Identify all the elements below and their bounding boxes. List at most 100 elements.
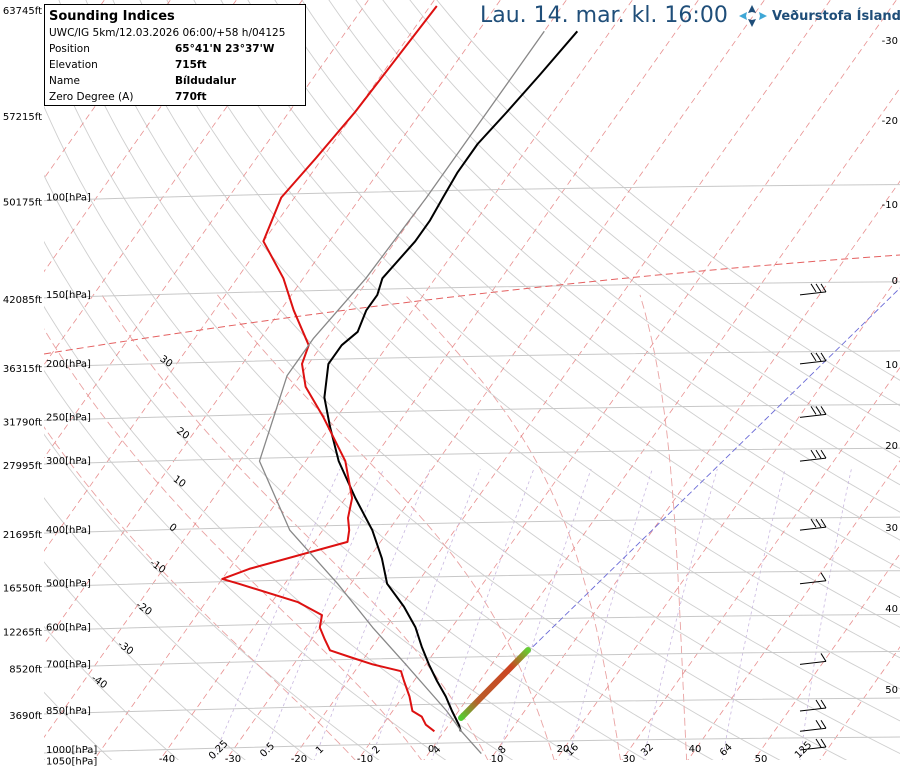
wind-barb-feather — [810, 406, 817, 415]
dry-adiabat-line — [328, 0, 900, 486]
height-label: 50175ft — [3, 198, 42, 209]
temperature-tick-label: -20 — [291, 754, 307, 765]
wind-barb-shaft — [799, 660, 827, 665]
pressure-label: 700[hPa] — [46, 659, 91, 670]
isobar-line — [44, 447, 900, 465]
sounding-info-panel: Sounding Indices UWC/IG 5km/12.03.2026 0… — [44, 4, 306, 106]
wind-barb-shaft — [799, 291, 827, 296]
height-label: 21695ft — [3, 530, 42, 541]
wind-barb-feather — [815, 699, 822, 709]
isotherm-line — [159, 0, 699, 760]
wind-barb — [799, 653, 827, 665]
info-key: Position — [49, 43, 90, 55]
isotherm-line — [44, 0, 303, 366]
dry-adiabat-line — [44, 625, 180, 760]
isobar-line — [44, 516, 900, 534]
pressure-label: 150[hPa] — [46, 290, 91, 301]
temperature-tick-label: -40 — [159, 754, 175, 765]
pressure-label: 500[hPa] — [46, 579, 91, 590]
wind-barb-shaft — [799, 413, 827, 418]
isotherm-line — [93, 0, 633, 760]
mixing-ratio-label: 64 — [718, 742, 735, 759]
wind-barb-feather — [820, 699, 827, 709]
pressure-label: 300[hPa] — [46, 456, 91, 467]
wind-barb-feather — [820, 572, 827, 581]
info-value: 770ft — [175, 91, 207, 103]
info-title: Sounding Indices — [49, 9, 175, 24]
wind-barb-feather — [815, 738, 822, 748]
temperature-tick-label: 30 — [623, 754, 636, 765]
mixing-ratio-label: 32 — [639, 742, 656, 759]
mixing-ratio-line — [721, 468, 786, 760]
wind-barb — [799, 720, 827, 732]
dry-adiabat-label: 20 — [174, 426, 191, 442]
temperature-tick-label: 50 — [755, 754, 768, 765]
height-label: 8520ft — [9, 664, 42, 675]
wind-barb — [799, 406, 827, 418]
info-row-elevation: Elevation 715ft — [49, 57, 301, 73]
dry-adiabat-line — [44, 305, 514, 760]
wind-barb-feather — [820, 518, 827, 528]
isobar-line — [44, 403, 900, 421]
wind-barb-feather — [815, 449, 822, 459]
wind-barb-feather — [820, 283, 827, 293]
isotherm-line — [44, 0, 237, 273]
info-value: 65°41'N 23°37'W — [175, 43, 275, 55]
pressure-label: 200[hPa] — [46, 359, 91, 370]
dry-adiabat-label: 30 — [158, 354, 175, 370]
temperature-tick-label: -10 — [357, 754, 373, 765]
isobar-line — [44, 184, 900, 202]
right-axis-label: -10 — [882, 200, 898, 211]
dry-adiabat-line — [44, 105, 714, 760]
dry-adiabat-line — [44, 369, 447, 760]
mixing-ratio-line — [211, 468, 341, 760]
height-label: 57215ft — [3, 112, 42, 123]
dewpoint-profile-line — [221, 5, 438, 733]
brand-name: Veðurstofa Íslands — [772, 8, 900, 24]
parcel-profile-line — [258, 30, 545, 755]
isobars — [44, 184, 900, 754]
dry-adiabat-line — [139, 0, 900, 690]
info-value: Bíldudalur — [175, 75, 237, 87]
right-axis-label: 20 — [885, 441, 898, 452]
dry-adiabat-line — [44, 240, 580, 760]
dry-adiabat-line — [44, 433, 380, 760]
info-subtitle: UWC/IG 5km/12.03.2026 06:00/+58 h/04125 — [49, 27, 286, 39]
isotherm-line — [44, 0, 501, 645]
mixing-ratio-label: 0.5 — [258, 741, 277, 760]
sounding-series — [221, 5, 579, 755]
isobar-line — [44, 350, 900, 368]
dry-adiabat-line — [355, 0, 900, 459]
right-axis-label: 50 — [885, 685, 898, 696]
dry-adiabat-line — [220, 0, 900, 599]
wind-barb-feather — [810, 449, 817, 459]
height-label: 3690ft — [9, 711, 42, 722]
moist-adiabats — [44, 294, 688, 760]
brand-logo[interactable]: Veðurstofa Íslands — [738, 4, 900, 28]
instability-segment — [458, 647, 531, 721]
right-axis-label: -20 — [882, 116, 898, 127]
info-key: Name — [49, 75, 80, 87]
height-label: 12265ft — [3, 627, 42, 638]
info-row-name: Name Bíldudalur — [49, 73, 301, 89]
wind-barb — [799, 283, 827, 296]
info-row-zero-degree: Zero Degree (A) 770ft — [49, 89, 301, 105]
wind-barb-feather — [810, 518, 817, 528]
wind-barb-feather — [820, 720, 827, 729]
dry-adiabat-line — [112, 0, 900, 722]
wind-barb-feather — [815, 283, 822, 293]
mixing-ratio-line — [496, 468, 592, 760]
isotherm-line — [489, 180, 900, 760]
wind-barb — [799, 518, 827, 531]
pressure-label: 250[hPa] — [46, 412, 91, 423]
height-label: 16550ft — [3, 584, 42, 595]
dry-adiabat-line — [44, 561, 246, 760]
dry-adiabat-line — [44, 32, 781, 760]
moist-adiabat-line — [101, 294, 489, 760]
dry-adiabat-label: -40 — [89, 673, 109, 691]
dry-adiabat-line — [44, 497, 313, 760]
temperature-tick-label: 40 — [689, 744, 702, 755]
right-axis-label: 10 — [885, 360, 898, 371]
wind-barb-feather — [820, 352, 827, 362]
height-label: 31790ft — [3, 417, 42, 428]
